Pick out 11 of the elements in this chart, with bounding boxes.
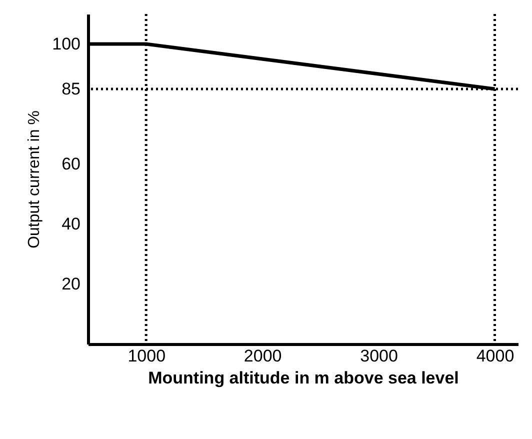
x-tick-label: 3000 [360, 346, 398, 366]
y-tick-label: 85 [62, 80, 80, 98]
x-axis-title: Mounting altitude in m above sea level [148, 368, 459, 388]
y-tick-label: 40 [62, 214, 80, 234]
y-axis-title: Output current in % [26, 110, 44, 248]
y-tick-label: 100 [52, 34, 80, 54]
x-tick-label: 1000 [128, 346, 166, 366]
x-tick-label: 4000 [476, 346, 514, 366]
y-tick-label: 60 [62, 154, 80, 174]
y-tick-label: 20 [62, 274, 80, 294]
x-tick-label: 2000 [244, 346, 282, 366]
